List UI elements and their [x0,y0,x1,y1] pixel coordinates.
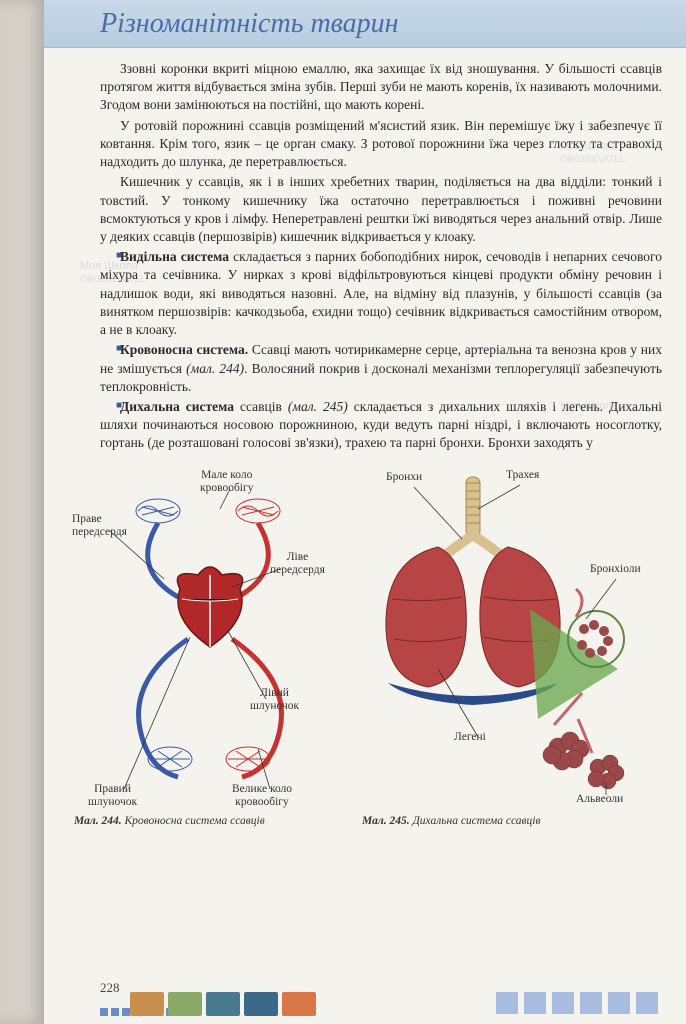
para-4: Видільна система складається з парних бо… [100,248,662,339]
thumb-3 [206,992,240,1016]
label-bronchioles: Бронхіоли [590,563,641,576]
para-3: Кишечник у ссавців, як і в інших хребетн… [100,173,662,246]
label-bronchi: Бронхи [386,471,422,484]
thumb-1 [130,992,164,1016]
page-title: Різноманітність тварин [100,8,399,40]
respiratory-svg [358,469,648,809]
caption-244-text: Кровоносна система ссавців [122,815,265,827]
figure-245: Бронхи Трахея Бронхіоли Легені Альвеоли … [358,469,648,849]
term-respiratory: Дихальна система [120,399,234,414]
label-right-atrium: Правепередсердя [72,513,127,539]
para-6-rest: ссавців [234,399,288,414]
label-alveoli: Альвеоли [576,793,623,806]
label-right-vent: Правийшлуночок [88,783,137,809]
footer-squares-right [496,992,658,1014]
watermark: Моя Школа [560,400,618,412]
watermark-sub: OBOZREVATEL [80,274,145,284]
fig-ref-245: (мал. 245) [288,399,348,414]
page-number: 228 [100,980,120,996]
thumb-5 [282,992,316,1016]
caption-245-text: Дихальна система ссавців [410,815,541,827]
diagrams-row: Правепередсердя Мале колокровообігу Ліве… [0,463,686,849]
label-left-atrium: Лівепередсердя [270,551,325,577]
heart-icon [177,567,242,647]
caption-244-num: Мал. 244. [74,815,122,827]
thumb-4 [244,992,278,1016]
thumb-2 [168,992,202,1016]
fig-ref-244: (мал. 244) [186,361,244,376]
label-left-vent: Лівийшлуночок [250,687,299,713]
page-left-edge [0,0,44,1024]
para-5: Кровоносна система. Ссавці мають чотирик… [100,341,662,396]
label-trachea: Трахея [506,469,539,482]
header-bar: Різноманітність тварин [0,0,686,48]
label-lungs: Легені [454,731,486,744]
caption-245: Мал. 245. Дихальна система ссавців [362,815,642,827]
caption-245-num: Мал. 245. [362,815,410,827]
watermark: Моя Школа [80,260,138,272]
term-circulatory: Кровоносна система. [120,342,248,357]
label-small-circ: Мале колокровообігу [200,469,253,495]
watermark: Моя Школа [560,140,618,152]
para-1: Ззовні коронки вкриті міцною емаллю, яка… [100,60,662,115]
figure-244: Правепередсердя Мале колокровообігу Ліве… [70,469,350,849]
footer-thumbnails [130,992,316,1016]
label-large-circ: Велике колокровообігу [232,783,292,809]
caption-244: Мал. 244. Кровоносна система ссавців [74,815,344,827]
watermark-sub: OBOZREVATEL [560,154,625,164]
